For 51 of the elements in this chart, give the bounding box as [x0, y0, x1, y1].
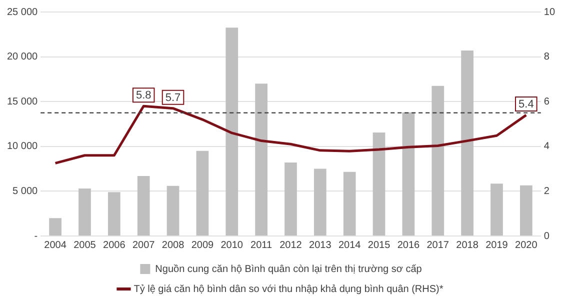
bar — [166, 186, 180, 236]
y2-tick-label: 2 — [544, 186, 550, 197]
bar — [432, 86, 444, 236]
x-tick-label: 2005 — [74, 240, 96, 251]
y-tick-label: 15 000 — [6, 96, 38, 108]
x-tick-label: 2011 — [250, 240, 272, 251]
bar — [284, 162, 297, 236]
y2-tick-label: 8 — [544, 52, 550, 63]
y-tick-label: 20 000 — [6, 52, 38, 63]
y2-tick-label: 0 — [544, 230, 550, 242]
x-tick-label: 2006 — [103, 240, 126, 251]
x-tick-label: 2017 — [426, 240, 450, 251]
x-tick-label: 2020 — [515, 240, 538, 251]
data-label: 5.4 — [518, 98, 534, 111]
y-tick-label: 10 000 — [6, 141, 38, 152]
x-tick-label: 2016 — [397, 240, 420, 251]
bar — [372, 132, 386, 236]
data-label: 5.8 — [136, 90, 152, 102]
x-tick-label: 2008 — [162, 240, 185, 251]
bar — [226, 28, 238, 236]
y-tick-label: 5 000 — [12, 186, 38, 197]
x-tick-label: 2015 — [368, 240, 391, 251]
x-tick-label: 2014 — [338, 240, 362, 251]
bar — [196, 150, 209, 236]
data-label: 5.7 — [165, 92, 181, 104]
bar — [343, 172, 356, 236]
x-tick-label: 2013 — [309, 240, 332, 251]
bar — [255, 84, 268, 236]
bar — [314, 168, 326, 236]
x-tick-label: 2018 — [456, 240, 479, 251]
bar — [461, 50, 474, 236]
y2-tick-label: 10 — [544, 6, 556, 18]
bar — [108, 192, 120, 236]
bar — [402, 112, 415, 236]
x-tick-label: 2009 — [191, 240, 214, 251]
x-tick-label: 2012 — [280, 240, 302, 251]
legend-label: Tỷ lệ giá căn hộ bình dân so với thu nhập khả dụng bình quân (RHS)* — [134, 284, 444, 295]
y2-tick-label: 4 — [544, 141, 550, 152]
x-tick-label: 2019 — [486, 240, 508, 251]
x-tick-label: 2004 — [44, 240, 67, 251]
bar — [49, 218, 62, 236]
x-tick-label: 2007 — [132, 240, 156, 251]
bar — [137, 176, 150, 236]
bar — [520, 185, 532, 236]
y2-tick-label: 6 — [544, 96, 550, 108]
legend-label: Nguồn cung căn hộ Bình quân còn lại trên thị trường sơ cấp — [155, 264, 422, 275]
x-tick-label: 2010 — [220, 240, 244, 251]
bar — [490, 184, 503, 236]
y-tick-label: 25 000 — [6, 6, 38, 18]
y-tick-label: - — [34, 230, 38, 242]
bar — [78, 188, 91, 236]
